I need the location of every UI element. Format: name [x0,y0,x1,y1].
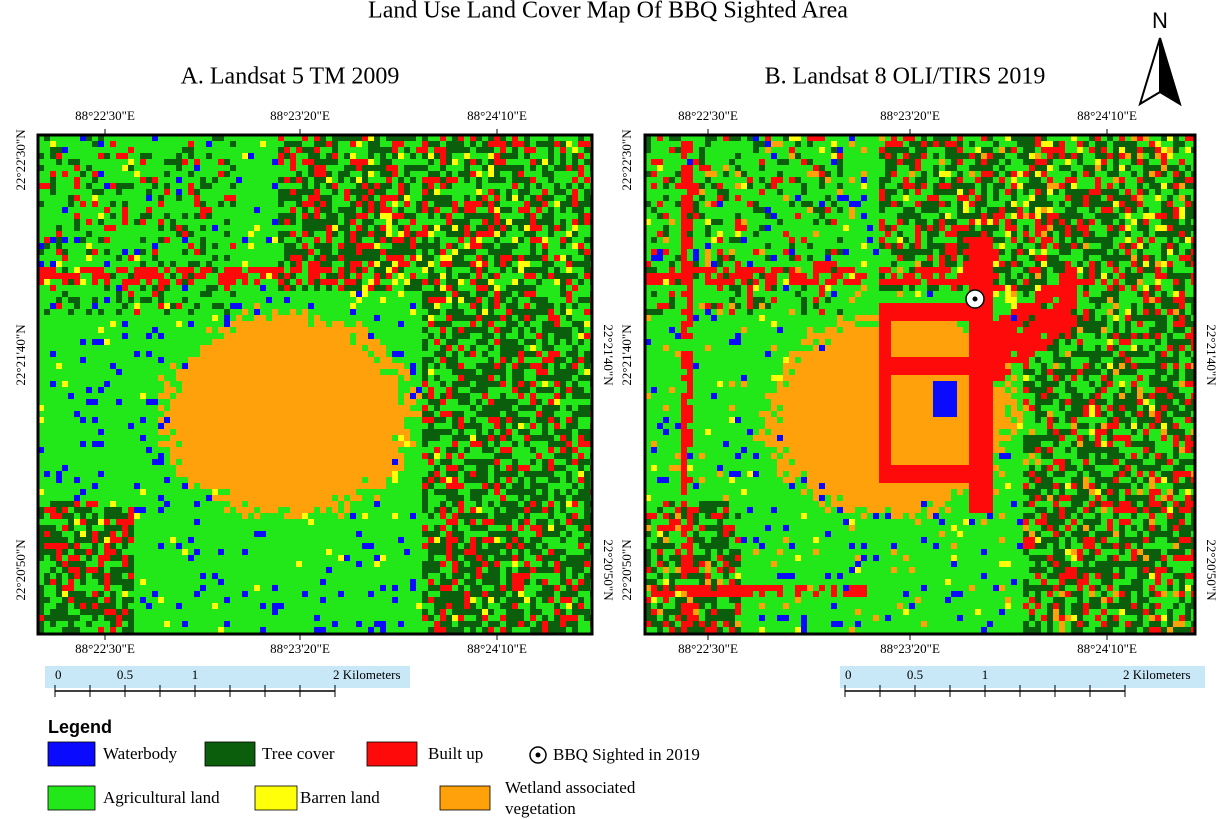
bottom-tick-label: 88°22'30"E [678,641,738,656]
panel-title: B. Landsat 8 OLI/TIRS 2019 [765,64,1046,90]
bottom-tick-label: 88°23'20"E [880,641,940,656]
legend-title: Legend [48,717,112,737]
legend-sighting: BBQ Sighted in 2019 [553,745,700,764]
bottom-tick-label: 88°22'30"E [75,641,135,656]
bottom-tick-label: 88°24'10"E [467,641,527,656]
top-tick-label: 88°23'20"E [270,108,330,123]
legend-label: Built up [428,744,483,763]
right-tick-label: 22°20'50"N [1204,539,1217,601]
legend-swatch [48,742,95,766]
legend-swatch [440,786,490,810]
right-tick-label: 22°21'40"N [601,324,616,386]
left-tick-label: 22°20'50"N [13,539,28,601]
top-tick-label: 88°23'20"E [880,108,940,123]
figure-title: Land Use Land Cover Map Of BBQ Sighted A… [368,0,848,24]
legend-label: Waterbody [103,744,178,763]
bottom-tick-label: 88°24'10"E [1077,641,1137,656]
top-tick-label: 88°22'30"E [75,108,135,123]
scale-label: 2 Kilometers [1123,667,1191,682]
scale-label: 1 [982,667,989,682]
panel-title: A. Landsat 5 TM 2009 [181,64,400,90]
land-cover-raster [38,135,596,639]
top-tick-label: 88°22'30"E [678,108,738,123]
right-tick-label: 22°21'40"N [1204,324,1217,386]
scale-label: 0.5 [907,667,923,682]
legend-swatch [367,742,417,766]
scale-label: 0 [55,667,62,682]
left-tick-label: 22°22'30"N [619,129,634,191]
bottom-tick-label: 88°23'20"E [270,641,330,656]
map-panel: B. Landsat 8 OLI/TIRS 2019 88°22'30"E 88°2… [619,64,1217,698]
sighting-icon-dot [536,753,541,758]
legend-label: Wetland associated vegetation [505,777,680,819]
scale-label: 0.5 [117,667,133,682]
legend-swatch [255,786,297,810]
right-tick-label: 22°20'50"N [601,539,616,601]
sighting-marker-dot [973,297,978,302]
legend-label: Tree cover [262,744,335,763]
figure: Land Use Land Cover Map Of BBQ Sighted A… [0,0,1217,819]
left-tick-label: 22°21'40"N [13,324,28,386]
scale-label: 2 Kilometers [333,667,401,682]
legend-swatch [205,742,255,766]
left-tick-label: 22°22'30"N [13,129,28,191]
map-panel: A. Landsat 5 TM 2009 88°22'30"E 88°23'20"E… [13,64,616,698]
land-cover-raster [645,135,1197,639]
top-tick-label: 88°24'10"E [467,108,527,123]
panels: A. Landsat 5 TM 2009 88°22'30"E 88°23'20"E… [13,64,1217,698]
left-tick-label: 22°20'50"N [619,539,634,601]
north-label: N [1152,8,1168,33]
legend-swatch [48,786,95,810]
scale-label: 1 [192,667,199,682]
left-tick-label: 22°21'40"N [619,324,634,386]
scale-label: 0 [845,667,852,682]
legend-label: Barren land [300,788,380,807]
north-arrow [1140,38,1180,104]
legend-label: Agricultural land [103,788,220,807]
top-tick-label: 88°24'10"E [1077,108,1137,123]
map-figure: Land Use Land Cover Map Of BBQ Sighted A… [0,0,1217,819]
